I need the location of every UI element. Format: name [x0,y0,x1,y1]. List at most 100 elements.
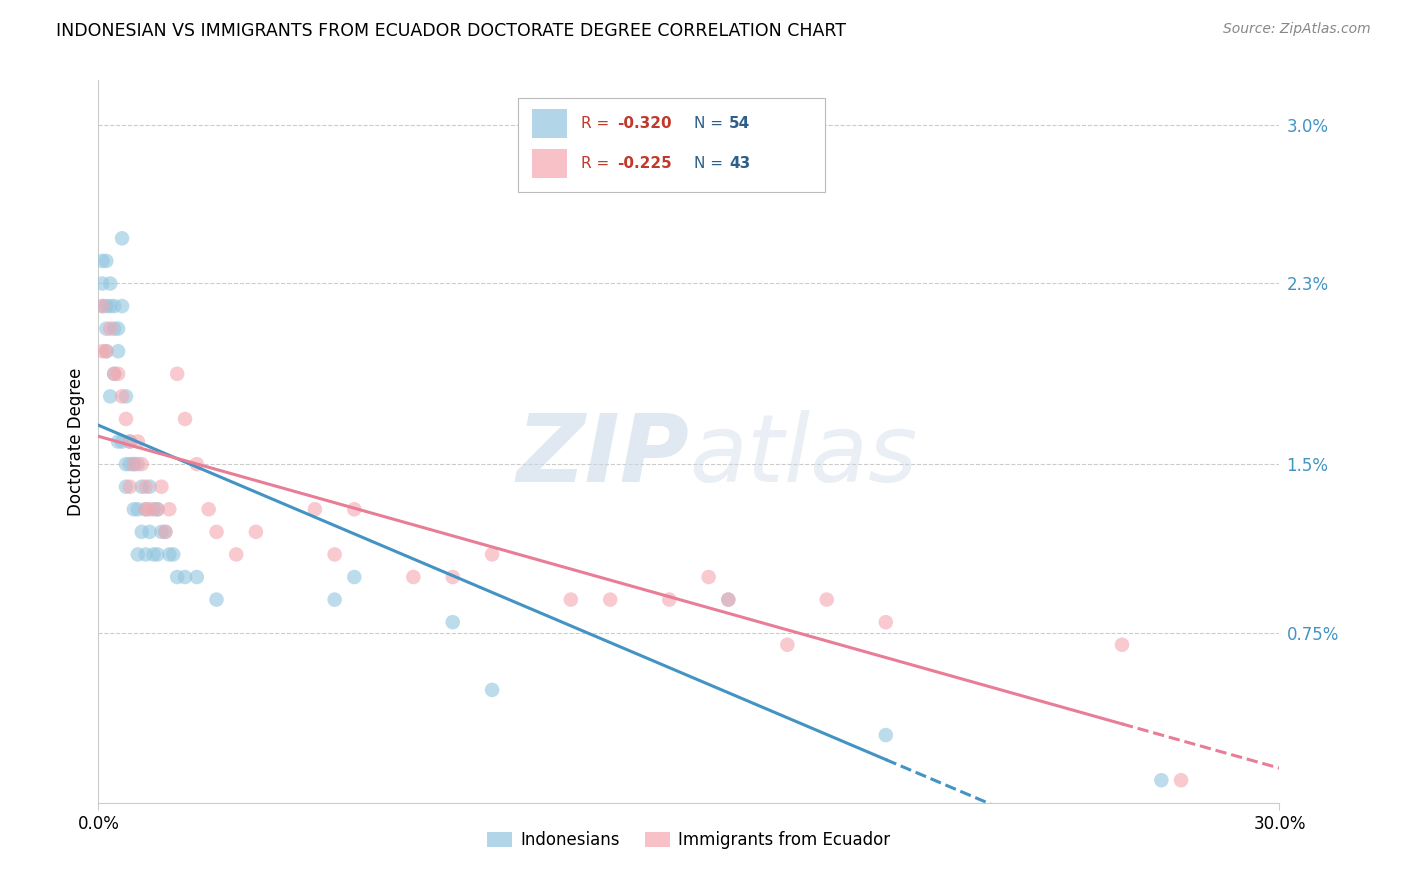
Point [91,344,114,359]
Point [111,389,134,403]
Point [875,728,897,742]
Point [131,524,153,539]
Point [111,434,134,449]
Point [98,277,121,291]
Point [91,253,114,268]
Point [697,570,720,584]
FancyBboxPatch shape [517,98,825,193]
Point [127,434,149,449]
Text: R =: R = [582,156,614,171]
Point [107,434,129,449]
Point [135,502,157,516]
Point [118,480,141,494]
Point [135,502,157,516]
Point [146,548,169,562]
Point [166,367,188,381]
Point [343,502,366,516]
Point [96,253,118,268]
Point [111,231,134,245]
Point [162,548,184,562]
Point [138,480,160,494]
Y-axis label: Doctorate Degree: Doctorate Degree [66,368,84,516]
Point [186,457,208,471]
Text: atlas: atlas [689,410,917,501]
Point [127,548,149,562]
Point [115,412,138,426]
Point [560,592,582,607]
Point [138,502,160,516]
Point [122,457,145,471]
Point [96,321,118,335]
Point [91,299,114,313]
Text: ZIP: ZIP [516,410,689,502]
Point [150,524,173,539]
Bar [531,149,567,178]
Point [481,548,503,562]
Point [197,502,219,516]
Point [174,412,197,426]
Point [96,299,118,313]
Point [323,548,346,562]
Point [304,502,326,516]
Text: INDONESIAN VS IMMIGRANTS FROM ECUADOR DOCTORATE DEGREE CORRELATION CHART: INDONESIAN VS IMMIGRANTS FROM ECUADOR DO… [56,22,846,40]
Point [127,502,149,516]
Point [118,434,141,449]
Text: R =: R = [582,116,614,131]
Point [146,502,169,516]
Point [122,502,145,516]
Point [150,480,173,494]
Point [103,367,125,381]
Point [174,570,197,584]
Point [96,344,118,359]
Point [776,638,799,652]
Point [103,367,125,381]
Point [115,457,138,471]
Point [127,457,149,471]
Point [118,457,141,471]
Point [135,548,157,562]
Text: 54: 54 [730,116,751,131]
Bar [531,109,567,138]
Point [142,548,165,562]
Point [111,299,134,313]
Text: N =: N = [693,116,727,131]
Point [875,615,897,630]
Point [1150,773,1173,788]
Point [122,457,145,471]
Point [157,502,180,516]
Point [96,344,118,359]
Text: -0.225: -0.225 [617,156,672,171]
Point [118,434,141,449]
Point [205,524,228,539]
Point [107,321,129,335]
Point [323,592,346,607]
Point [131,457,153,471]
Text: -0.320: -0.320 [617,116,672,131]
Point [815,592,838,607]
Point [717,592,740,607]
Point [91,299,114,313]
Point [107,367,129,381]
Point [166,570,188,584]
Text: Source: ZipAtlas.com: Source: ZipAtlas.com [1223,22,1371,37]
Point [142,502,165,516]
Point [115,480,138,494]
Point [146,502,169,516]
Text: 43: 43 [730,156,751,171]
Point [599,592,621,607]
Point [245,524,267,539]
Point [441,615,464,630]
Point [1170,773,1192,788]
Point [441,570,464,584]
Point [717,592,740,607]
Point [91,277,114,291]
Point [103,321,125,335]
Point [115,389,138,403]
Point [1111,638,1133,652]
Point [225,548,247,562]
Point [131,480,153,494]
Text: N =: N = [693,156,727,171]
Point [98,299,121,313]
Point [155,524,177,539]
Point [658,592,681,607]
